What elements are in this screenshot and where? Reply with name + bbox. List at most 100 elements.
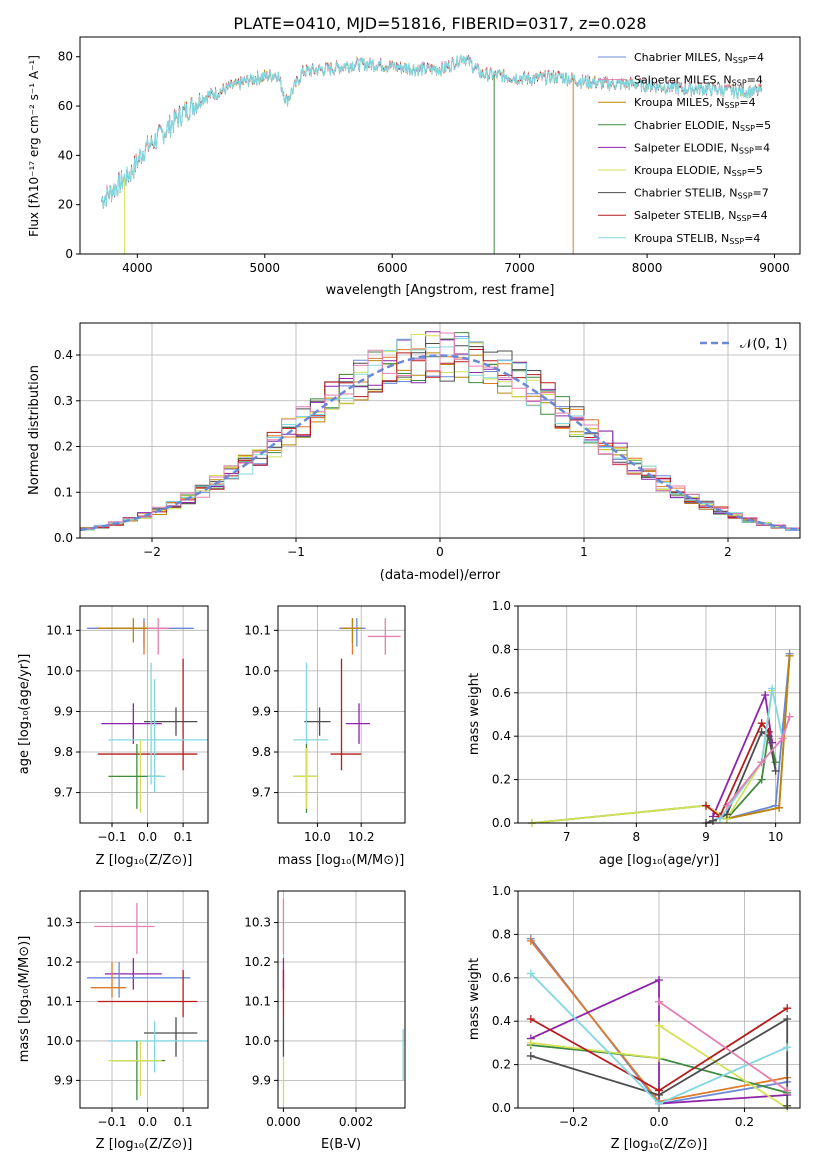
- weight-age-series-line: [705, 721, 770, 818]
- spectrum-xtick-label: 8000: [632, 261, 663, 275]
- normal-legend-label: 𝒩(0, 1): [740, 337, 787, 352]
- weight-z-marker: [526, 1051, 535, 1060]
- weight-age-series-line: [719, 688, 784, 820]
- weight-age-marker: [785, 651, 794, 660]
- histogram-legend: 𝒩(0, 1): [700, 337, 787, 352]
- legend-label: Kroupa STELIB, NSSP=4: [634, 232, 760, 246]
- histogram-ytick-label: 0.3: [54, 394, 73, 408]
- mass-ebv-xlabel: E(B-V): [321, 1137, 361, 1152]
- age-z-ytick-label: 9.8: [54, 745, 73, 759]
- weight-z-ytick-label: 0.2: [492, 1058, 511, 1072]
- histogram-xtick-label: 0: [436, 545, 444, 559]
- weight-vs-metallicity-panel: −0.2 0.0 0.2 0.0 0.2 0.4 0.6 0.8 1.0 Z [log₁₀(Z/…: [467, 884, 801, 1152]
- histogram-xtick-label: 1: [580, 545, 588, 559]
- age-z-ytick-label: 10.1: [46, 623, 73, 637]
- age-z-xtick-label: 0.1: [174, 830, 193, 844]
- weight-age-marker: [775, 803, 784, 812]
- mass-vs-metallicity-panel: −0.1 0.0 0.1 9.9 10.0 10.1 10.2 10.3 Z [log₁₀(Z…: [17, 890, 209, 1152]
- mass-ebv-ytick-label: 10.2: [244, 955, 271, 969]
- legend-label: Salpeter ELODIE, NSSP=4: [634, 141, 770, 155]
- histogram-xlabel: (data-model)/error: [380, 568, 501, 583]
- age-z-ylabel: age [log₁₀(age/yr)]: [17, 654, 32, 775]
- weight-z-xtick-label: 0.0: [649, 1115, 668, 1129]
- weight-z-marker: [526, 969, 535, 978]
- spectrum-xtick-label: 7000: [504, 261, 535, 275]
- weight-z-marker: [655, 1021, 663, 1030]
- legend-suffix: =4: [747, 74, 763, 87]
- histogram-ytick-label: 0.4: [54, 348, 73, 362]
- legend-subscript: SSP: [736, 214, 751, 223]
- weight-z-xlabel: Z [log₁₀(Z/Z⊙)]: [611, 1137, 708, 1152]
- age-z-xtick-label: 0.0: [138, 830, 157, 844]
- legend-suffix: =4: [744, 232, 760, 245]
- legend-suffix: =4: [751, 209, 767, 222]
- weight-z-ytick-label: 0.8: [492, 927, 511, 941]
- spectrum-lines: [101, 53, 763, 254]
- weight-age-xtick-label: 9: [702, 830, 710, 844]
- legend-label: Chabrier STELIB, NSSP=7: [634, 187, 769, 201]
- weight-age-marker: [722, 801, 731, 810]
- mass-z-ytick-label: 10.2: [46, 955, 73, 969]
- weight-z-marker: [655, 1099, 663, 1108]
- histogram-ytick-label: 0.0: [54, 531, 73, 545]
- weight-vs-age-panel: 7 8 9 10 0.0 0.2 0.4 0.6 0.8 1.0 age [log₁₀(age/y…: [467, 599, 801, 868]
- weight-age-ytick-label: 0.8: [492, 642, 511, 656]
- age-mass-ytick-label: 9.8: [252, 745, 271, 759]
- weight-age-ytick-label: 0.0: [492, 816, 511, 830]
- weight-z-marker: [655, 975, 663, 984]
- spectrum-ytick-label: 80: [58, 50, 73, 64]
- spectrum-ytick-label: 0: [65, 247, 73, 261]
- mass-ebv-xtick-label: 0.000: [266, 1115, 300, 1129]
- age-mass-ytick-label: 10.0: [244, 664, 271, 678]
- spectrum-ytick-label: 40: [58, 148, 73, 162]
- weight-z-marker: [526, 936, 535, 945]
- weight-age-marker: [768, 684, 777, 693]
- histogram-ytick-label: 0.2: [54, 440, 73, 454]
- weight-z-series-line: [530, 1023, 788, 1109]
- weight-age-marker: [761, 690, 770, 699]
- weight-age-xlabel: age [log₁₀(age/yr)]: [599, 853, 720, 868]
- legend-label: Chabrier MILES, NSSP=4: [634, 51, 764, 65]
- age-mass-ytick-label: 9.9: [252, 704, 271, 718]
- mass-ebv-ytick-label: 10.0: [244, 1034, 271, 1048]
- legend-suffix: =4: [754, 141, 770, 154]
- weight-age-ytick-label: 0.6: [492, 686, 511, 700]
- weight-z-xtick-label: 0.2: [735, 1115, 754, 1129]
- histogram-xtick-label: −2: [143, 545, 161, 559]
- spectrum-xtick-label: 5000: [250, 261, 281, 275]
- age-z-ytick-label: 9.9: [54, 704, 73, 718]
- weight-age-series-line: [531, 731, 777, 824]
- weight-age-axes-frame: [517, 605, 801, 824]
- weight-age-xtick-label: 10: [768, 830, 783, 844]
- weight-z-ylabel: mass weight: [467, 958, 482, 1040]
- legend-label: Salpeter STELIB, NSSP=4: [634, 209, 768, 223]
- age-z-xtick-label: −0.1: [97, 830, 126, 844]
- weight-age-series-line: [726, 716, 791, 807]
- legend-suffix: =5: [755, 119, 771, 132]
- weight-z-ytick-label: 0.4: [492, 1014, 511, 1028]
- spectrum-xtick-label: 6000: [377, 261, 408, 275]
- weight-z-marker: [655, 1086, 663, 1095]
- weight-z-marker: [526, 1015, 535, 1024]
- weight-z-marker: [526, 1038, 535, 1047]
- histogram-ytick-label: 0.1: [54, 485, 73, 499]
- age-z-ytick-label: 9.7: [54, 786, 73, 800]
- legend-suffix: =4: [748, 51, 764, 64]
- mass-vs-extinction-panel: 0.000 0.002 9.9 10.0 10.1 10.2 10.3 E(B-V): [244, 890, 406, 1152]
- mass-ebv-ytick-label: 9.9: [252, 1073, 271, 1087]
- mass-ebv-ytick-label: 10.1: [244, 994, 271, 1008]
- weight-z-series-line: [658, 1000, 788, 1092]
- weight-z-marker: [783, 1004, 792, 1013]
- spectrum-ylabel: Flux [fλ10⁻¹⁷ erg cm⁻² s⁻¹ A⁻¹]: [27, 55, 41, 237]
- age-mass-axes-frame: [277, 605, 406, 824]
- weight-z-marker: [783, 1015, 792, 1024]
- histogram-xtick-label: 2: [724, 545, 732, 559]
- age-mass-xtick-label: 10.0: [304, 830, 331, 844]
- legend-label: Salpeter MILES, NSSP=4: [634, 74, 763, 88]
- mass-z-xtick-label: 0.1: [174, 1115, 193, 1129]
- spectrum-ytick-label: 60: [58, 99, 73, 113]
- histogram-ylabel: Normed distribution: [27, 365, 42, 495]
- weight-age-marker: [708, 816, 717, 825]
- weight-z-xtick-label: −0.2: [559, 1115, 588, 1129]
